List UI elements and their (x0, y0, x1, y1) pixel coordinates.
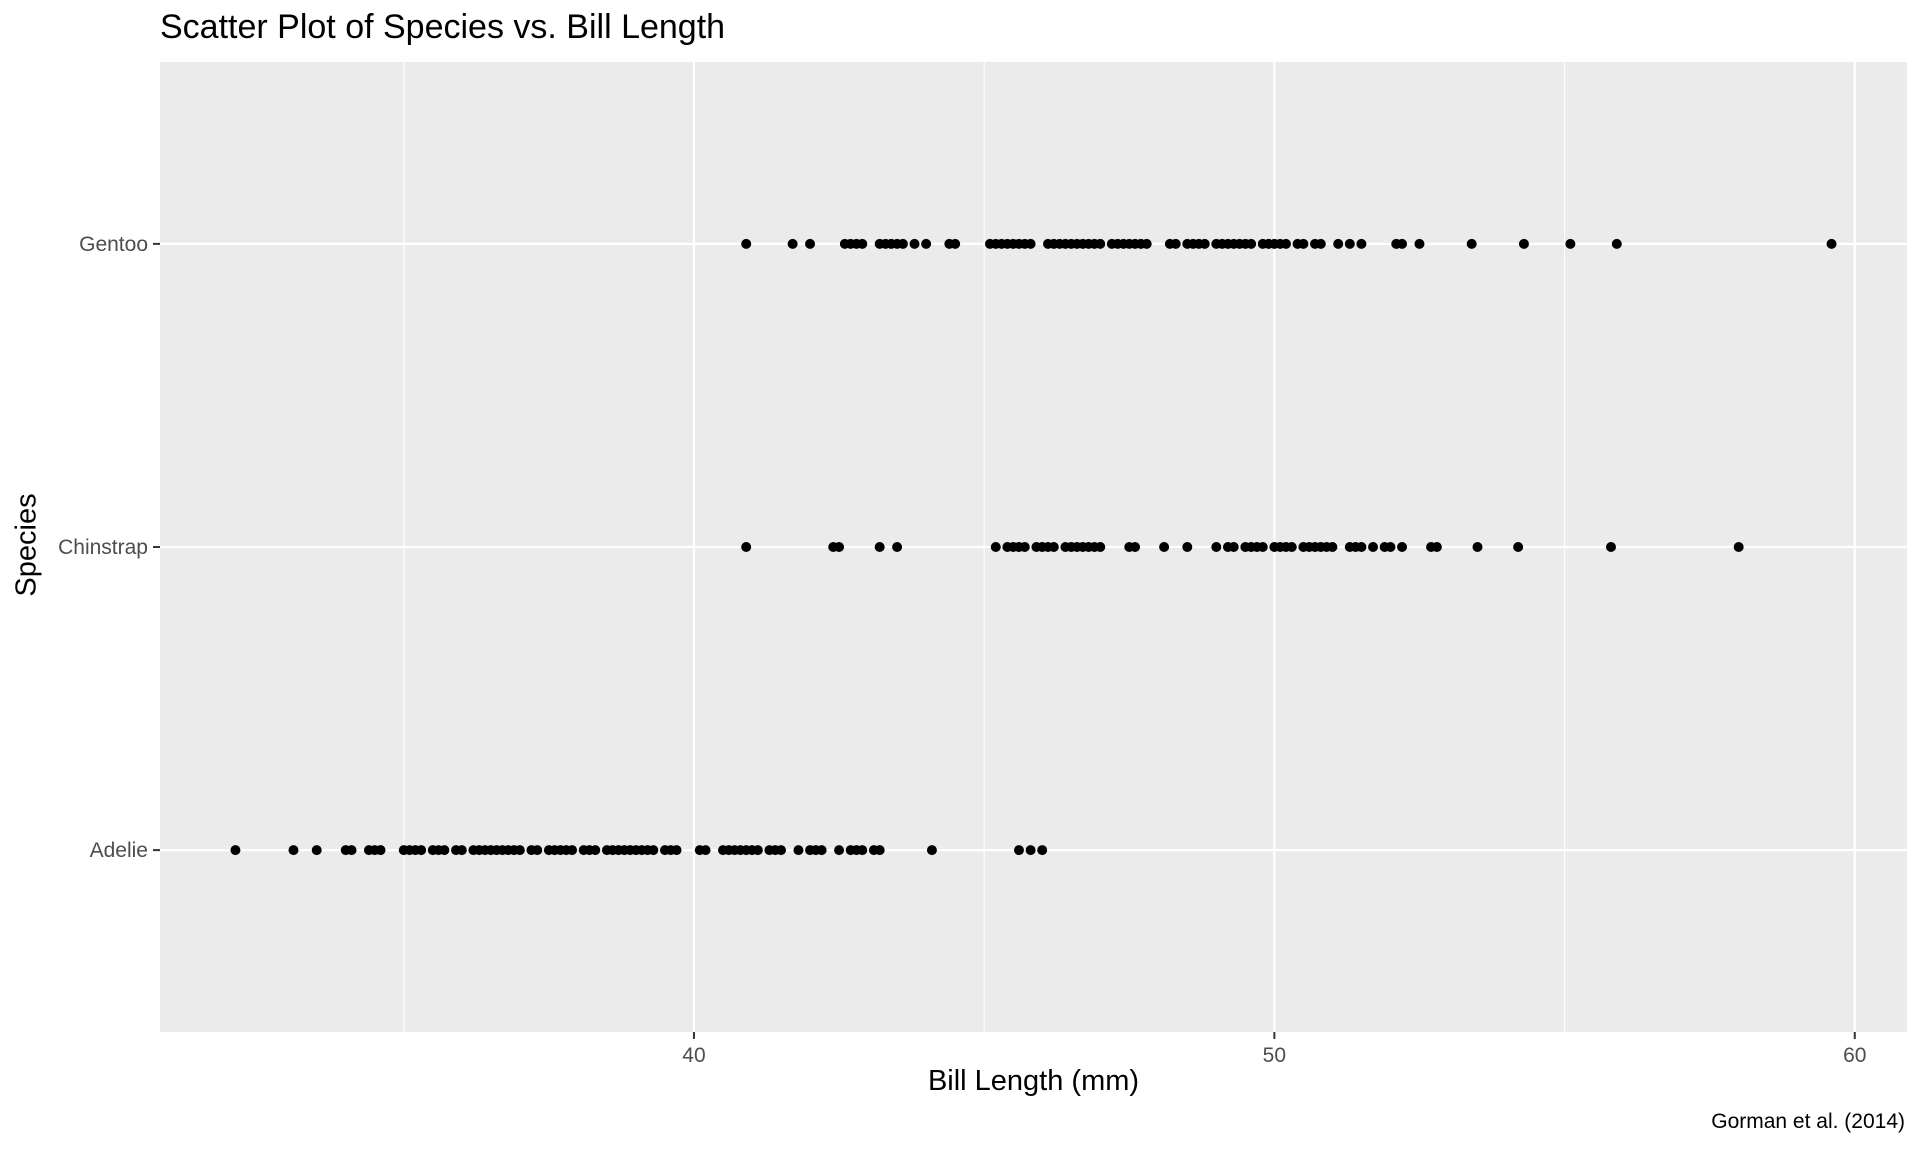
data-point (1159, 542, 1170, 552)
data-point (1733, 542, 1744, 552)
data-point (1333, 238, 1344, 249)
data-point (1019, 542, 1030, 552)
data-point (1286, 542, 1297, 552)
data-point (1037, 845, 1048, 856)
x-axis-label: Bill Length (mm) (927, 1065, 1140, 1097)
data-point (834, 542, 845, 552)
data-point (439, 845, 450, 856)
y-tick-label: Adelie (90, 839, 148, 862)
x-tick-label: 40 (682, 1044, 705, 1067)
data-point (897, 238, 908, 249)
data-point (1013, 845, 1024, 856)
data-point (1170, 238, 1181, 249)
data-point (1826, 238, 1837, 249)
data-point (230, 845, 241, 856)
data-point (1228, 542, 1239, 552)
data-point (990, 542, 1001, 552)
data-point (590, 845, 601, 856)
data-point (1414, 238, 1425, 249)
data-point (1095, 542, 1106, 552)
data-point (1466, 238, 1477, 249)
data-point (805, 238, 816, 249)
data-point (1141, 238, 1152, 249)
data-point (1368, 542, 1379, 552)
data-point (787, 238, 798, 249)
data-point (1327, 542, 1338, 552)
data-point (1025, 238, 1036, 249)
data-point (1048, 542, 1059, 552)
data-point (857, 238, 868, 249)
data-point (1246, 238, 1257, 249)
data-point (741, 542, 752, 552)
data-point (909, 238, 920, 249)
data-point (1611, 238, 1622, 249)
data-point (375, 845, 386, 856)
data-point (311, 845, 322, 856)
data-point (793, 845, 804, 856)
data-point (1518, 238, 1529, 249)
data-point (1315, 238, 1326, 249)
chart-title: Scatter Plot of Species vs. Bill Length (160, 8, 726, 46)
data-point (741, 238, 752, 249)
data-point (346, 845, 357, 856)
data-point (1356, 238, 1367, 249)
data-point (532, 845, 543, 856)
y-axis-label: Species (10, 493, 43, 597)
x-tick-label: 60 (1843, 1044, 1866, 1067)
data-point (1472, 542, 1483, 552)
chart-caption: Gorman et al. (2014) (1711, 1110, 1905, 1133)
data-points (230, 238, 1837, 856)
data-point (1280, 238, 1291, 249)
data-point (1182, 542, 1193, 552)
data-point (648, 845, 659, 856)
data-point (671, 845, 682, 856)
data-point (1356, 542, 1367, 552)
data-point (456, 845, 467, 856)
data-point (834, 845, 845, 856)
data-point (816, 845, 827, 856)
data-point (1397, 238, 1408, 249)
data-point (1025, 845, 1036, 856)
data-point (1130, 542, 1141, 552)
data-point (514, 845, 525, 856)
data-point (1565, 238, 1576, 249)
data-point (892, 542, 903, 552)
data-point (1397, 542, 1408, 552)
data-point (1199, 238, 1210, 249)
data-point (857, 845, 868, 856)
y-tick-label: Gentoo (79, 233, 148, 256)
data-point (1211, 542, 1222, 552)
data-point (1385, 542, 1396, 552)
axes: 40 50 60 Adelie Chinstrap Gentoo (58, 233, 1866, 1067)
data-point (752, 845, 763, 856)
data-point (874, 845, 885, 856)
data-point (1095, 238, 1106, 249)
data-point (926, 845, 937, 856)
y-tick-label: Chinstrap (58, 536, 148, 559)
data-point (1513, 542, 1524, 552)
data-point (921, 238, 932, 249)
data-point (950, 238, 961, 249)
data-point (776, 845, 787, 856)
data-point (567, 845, 578, 856)
data-point (1257, 542, 1268, 552)
data-point (1431, 542, 1442, 552)
data-point (700, 845, 711, 856)
data-point (1605, 542, 1616, 552)
data-point (1344, 238, 1355, 249)
data-point (416, 845, 427, 856)
x-tick-label: 50 (1263, 1044, 1286, 1067)
data-point (288, 845, 299, 856)
data-point (874, 542, 885, 552)
data-point (1298, 238, 1309, 249)
